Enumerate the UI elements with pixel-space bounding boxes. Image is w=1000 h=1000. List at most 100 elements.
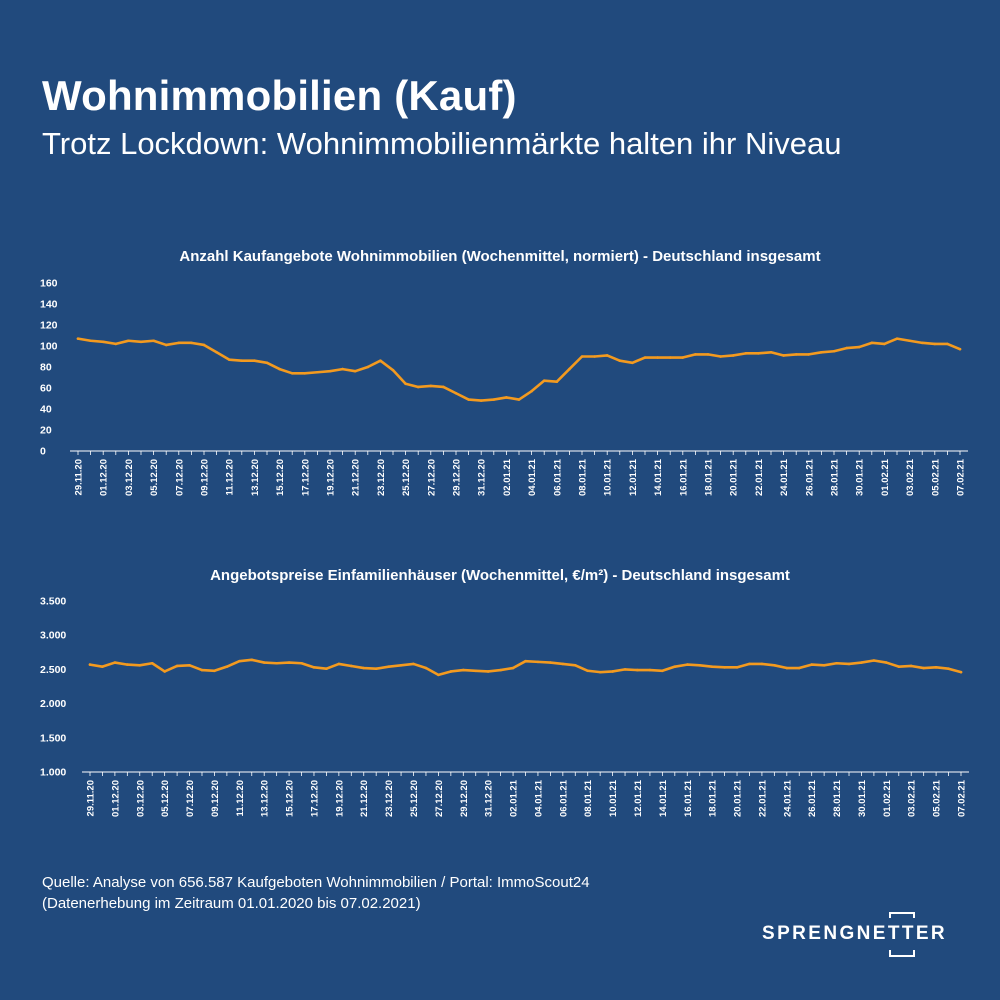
x-tick-label: 16.01.21 bbox=[683, 779, 694, 817]
data-point bbox=[215, 351, 218, 354]
x-tick-label: 08.01.21 bbox=[583, 779, 594, 817]
data-point bbox=[731, 354, 735, 357]
data-point bbox=[782, 354, 785, 357]
data-point bbox=[424, 666, 428, 670]
data-point bbox=[694, 353, 697, 356]
data-point bbox=[744, 352, 748, 355]
data-point bbox=[681, 356, 685, 359]
source-line-1: Quelle: Analyse von 656.587 Kaufgeboten … bbox=[42, 874, 590, 891]
data-point bbox=[959, 670, 963, 674]
data-point bbox=[661, 669, 664, 673]
y-tick-label: 2.500 bbox=[40, 664, 66, 676]
x-tick-label: 07.02.21 bbox=[956, 458, 967, 496]
x-tick-label: 20.01.21 bbox=[733, 779, 744, 817]
data-point bbox=[139, 340, 143, 344]
data-point bbox=[227, 358, 231, 361]
data-point bbox=[265, 361, 269, 365]
data-point bbox=[188, 663, 191, 667]
x-tick-label: 04.01.21 bbox=[533, 779, 544, 817]
data-point bbox=[175, 664, 179, 668]
data-point bbox=[238, 659, 241, 663]
x-tick-label: 26.01.21 bbox=[804, 458, 815, 496]
x-tick-label: 24.01.21 bbox=[782, 779, 793, 817]
x-tick-label: 01.12.20 bbox=[99, 459, 110, 496]
series-line bbox=[76, 337, 962, 402]
data-point bbox=[648, 668, 652, 672]
data-point bbox=[76, 337, 80, 340]
data-point bbox=[177, 341, 181, 345]
data-point bbox=[449, 670, 453, 673]
data-point bbox=[461, 668, 465, 672]
data-point bbox=[200, 668, 204, 672]
source-note: Quelle: Analyse von 656.587 Kaufgeboten … bbox=[42, 872, 590, 914]
data-point bbox=[505, 396, 508, 399]
y-tick-label: 60 bbox=[40, 383, 52, 395]
data-point bbox=[885, 661, 888, 664]
x-tick-label: 17.12.20 bbox=[300, 459, 311, 496]
x-tick-label: 03.02.21 bbox=[905, 458, 916, 496]
x-tick-label: 04.01.21 bbox=[527, 458, 538, 496]
x-tick-label: 14.01.21 bbox=[653, 458, 664, 496]
x-tick-label: 29.11.20 bbox=[86, 780, 97, 816]
data-point bbox=[870, 341, 874, 345]
source-line-2: (Datenerhebung im Zeitraum 01.01.2020 bi… bbox=[42, 895, 421, 912]
logo-text: SPRENGNETTER bbox=[762, 923, 948, 944]
x-tick-label: 13.12.20 bbox=[250, 459, 261, 496]
data-point bbox=[101, 665, 104, 668]
data-point bbox=[757, 352, 760, 355]
x-tick-label: 22.01.21 bbox=[754, 458, 765, 496]
x-tick-label: 11.12.20 bbox=[225, 459, 236, 495]
x-tick-label: 14.01.21 bbox=[658, 779, 669, 817]
y-tick-label: 20 bbox=[40, 425, 52, 437]
data-point bbox=[698, 663, 701, 667]
data-point bbox=[706, 353, 710, 356]
x-tick-label: 16.01.21 bbox=[678, 458, 689, 496]
x-tick-label: 03.12.20 bbox=[124, 459, 135, 496]
x-tick-label: 07.12.20 bbox=[185, 780, 196, 817]
data-point bbox=[710, 665, 714, 668]
page-subtitle: Trotz Lockdown: Wohnimmobilienmärkte hal… bbox=[42, 126, 842, 161]
data-point bbox=[164, 343, 168, 347]
chart-house-prices: 1.000 1.500 2.000 2.500 3.000 3.500 29.11.20 01… bbox=[40, 596, 969, 817]
data-point bbox=[312, 666, 316, 669]
x-tick-label: 05.12.20 bbox=[160, 780, 171, 817]
x-tick-label: 15.12.20 bbox=[285, 780, 296, 817]
data-point bbox=[593, 355, 596, 358]
y-tick-label: 80 bbox=[40, 362, 52, 374]
x-tick-label: 25.12.20 bbox=[401, 459, 412, 496]
x-tick-label: 15.12.20 bbox=[275, 459, 286, 496]
data-point bbox=[568, 367, 571, 371]
data-point bbox=[947, 667, 950, 671]
data-point bbox=[872, 659, 876, 662]
data-point bbox=[113, 661, 117, 664]
data-point bbox=[933, 342, 937, 346]
x-tick-label: 23.12.20 bbox=[384, 780, 395, 817]
data-point bbox=[350, 664, 353, 668]
data-point bbox=[605, 354, 609, 357]
x-tick-label: 17.12.20 bbox=[309, 780, 320, 817]
data-point bbox=[807, 353, 811, 356]
logo-bracket-icon bbox=[889, 912, 915, 957]
data-point bbox=[290, 372, 294, 375]
y-tick-label: 1.500 bbox=[40, 732, 66, 744]
data-point bbox=[719, 355, 722, 358]
y-tick-label: 1.000 bbox=[40, 767, 66, 779]
x-tick-label: 13.12.20 bbox=[260, 780, 271, 817]
y-tick-label: 40 bbox=[40, 404, 52, 416]
data-point bbox=[685, 663, 689, 666]
x-tick-label: 31.12.20 bbox=[484, 780, 495, 817]
data-point bbox=[636, 668, 639, 672]
x-tick-label: 18.01.21 bbox=[708, 779, 719, 817]
x-tick-label: 21.12.20 bbox=[351, 459, 362, 496]
chart-2-title: Angebotspreise Einfamilienhäuser (Wochen… bbox=[210, 567, 790, 584]
y-tick-label: 140 bbox=[40, 299, 58, 311]
data-point bbox=[847, 662, 851, 666]
data-point bbox=[240, 359, 244, 362]
x-tick-label: 03.02.21 bbox=[907, 779, 918, 817]
data-point bbox=[785, 666, 789, 670]
x-tick-label: 02.01.21 bbox=[509, 779, 520, 817]
data-point bbox=[723, 666, 726, 669]
y-tick-label: 160 bbox=[40, 278, 58, 290]
x-tick-label: 22.01.21 bbox=[757, 779, 768, 817]
data-point bbox=[474, 669, 478, 673]
